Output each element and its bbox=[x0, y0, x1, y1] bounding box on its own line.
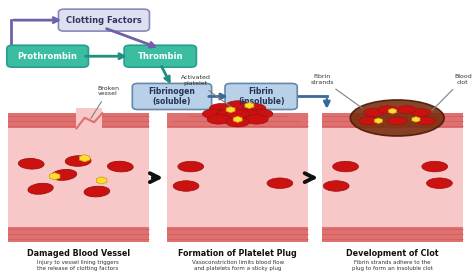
Text: Blood
clot: Blood clot bbox=[432, 74, 472, 110]
Bar bbox=[167, 227, 308, 242]
Ellipse shape bbox=[51, 169, 77, 181]
Ellipse shape bbox=[397, 106, 417, 114]
Ellipse shape bbox=[173, 181, 199, 191]
Ellipse shape bbox=[333, 161, 358, 172]
Ellipse shape bbox=[387, 117, 407, 125]
Ellipse shape bbox=[411, 109, 430, 116]
FancyBboxPatch shape bbox=[58, 9, 149, 31]
Text: Thrombin: Thrombin bbox=[137, 52, 183, 61]
Ellipse shape bbox=[416, 117, 435, 125]
FancyBboxPatch shape bbox=[225, 83, 297, 110]
Ellipse shape bbox=[28, 183, 53, 194]
FancyBboxPatch shape bbox=[124, 45, 196, 67]
Bar bbox=[8, 113, 148, 242]
Text: Clotting Factors: Clotting Factors bbox=[66, 16, 142, 25]
Ellipse shape bbox=[226, 109, 249, 119]
Bar bbox=[8, 128, 148, 227]
Bar bbox=[167, 128, 308, 227]
Text: Vasoconstriction limits blood flow
and platelets form a sticky plug: Vasoconstriction limits blood flow and p… bbox=[191, 260, 284, 271]
Text: Fibrinogen
(soluble): Fibrinogen (soluble) bbox=[148, 87, 195, 106]
Ellipse shape bbox=[422, 161, 447, 172]
Ellipse shape bbox=[359, 117, 379, 125]
Ellipse shape bbox=[249, 109, 273, 119]
Ellipse shape bbox=[242, 104, 266, 113]
Text: Injury to vessel lining triggers
the release of clotting factors: Injury to vessel lining triggers the rel… bbox=[37, 260, 119, 271]
Text: Formation of Platelet Plug: Formation of Platelet Plug bbox=[178, 249, 297, 258]
Ellipse shape bbox=[378, 106, 398, 114]
Text: Fibrin strands adhere to the
plug to form an insoluble clot: Fibrin strands adhere to the plug to for… bbox=[352, 260, 433, 271]
Bar bbox=[322, 227, 463, 242]
Bar bbox=[322, 113, 463, 242]
Bar bbox=[8, 113, 148, 128]
Bar bbox=[322, 128, 463, 227]
Ellipse shape bbox=[323, 181, 349, 191]
Ellipse shape bbox=[178, 161, 204, 172]
Text: Activated
platelet: Activated platelet bbox=[181, 75, 231, 107]
Ellipse shape bbox=[202, 109, 226, 119]
Bar bbox=[322, 113, 463, 128]
Text: Fibrin
strands: Fibrin strands bbox=[310, 74, 362, 108]
Bar bbox=[167, 113, 308, 242]
Bar bbox=[76, 108, 102, 128]
Ellipse shape bbox=[235, 109, 259, 119]
Text: Fibrin
(insoluble): Fibrin (insoluble) bbox=[238, 87, 284, 106]
Ellipse shape bbox=[210, 104, 233, 113]
Ellipse shape bbox=[84, 186, 110, 197]
Text: Broken
vessel: Broken vessel bbox=[91, 86, 119, 118]
Ellipse shape bbox=[18, 158, 44, 169]
Ellipse shape bbox=[350, 100, 444, 136]
Text: Damaged Blood Vessel: Damaged Blood Vessel bbox=[27, 249, 130, 258]
Ellipse shape bbox=[207, 115, 231, 124]
Ellipse shape bbox=[245, 115, 268, 124]
FancyBboxPatch shape bbox=[7, 45, 89, 67]
Bar bbox=[8, 227, 148, 242]
Polygon shape bbox=[167, 112, 308, 128]
Ellipse shape bbox=[108, 161, 133, 172]
Ellipse shape bbox=[226, 117, 249, 127]
Ellipse shape bbox=[267, 178, 293, 189]
Text: Prothrombin: Prothrombin bbox=[18, 52, 78, 61]
Ellipse shape bbox=[226, 101, 249, 110]
Ellipse shape bbox=[65, 155, 91, 167]
Text: Development of Clot: Development of Clot bbox=[346, 249, 439, 258]
Ellipse shape bbox=[364, 109, 383, 116]
FancyBboxPatch shape bbox=[132, 83, 211, 110]
Ellipse shape bbox=[217, 109, 240, 119]
Ellipse shape bbox=[427, 178, 452, 189]
Bar bbox=[167, 113, 308, 128]
